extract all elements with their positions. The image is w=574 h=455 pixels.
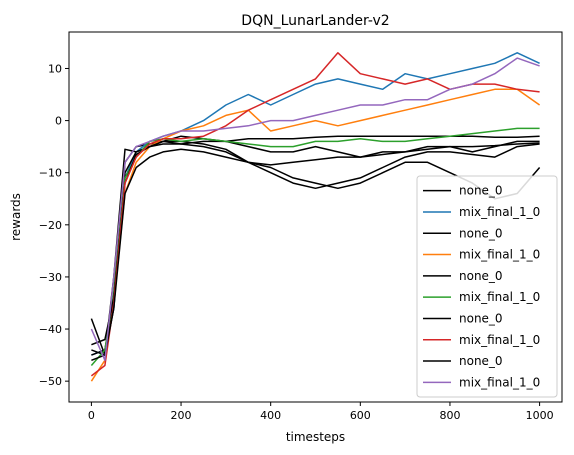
series-line-3 [90,88,541,382]
legend-label: mix_final_1_0 [459,375,540,389]
legend-box [416,175,558,398]
legend-label: mix_final_1_0 [459,248,540,262]
x-axis-ticks: 0 200 400 600 800 1000 [88,402,554,422]
legend-label: none_0 [459,184,503,198]
legend: none_0mix_final_1_0none_0mix_final_1_0no… [416,175,558,398]
series-line-2 [90,140,541,356]
y-axis-ticks: −50 −40 −30 −20 −10 0 10 [39,62,69,388]
legend-label: none_0 [459,226,503,240]
x-tick-label: 400 [260,409,281,422]
legend-label: mix_final_1_0 [459,205,540,219]
series-line-6 [91,143,540,346]
legend-label: mix_final_1_0 [459,290,540,304]
legend-label: none_0 [459,311,503,325]
y-tick-label: −10 [39,167,62,180]
legend-label: mix_final_1_0 [459,333,540,347]
legend-label: none_0 [459,354,503,368]
x-tick-label: 1000 [526,409,554,422]
y-tick-label: −40 [39,323,62,336]
x-tick-label: 200 [171,409,192,422]
y-axis-label: rewards [9,193,23,241]
legend-label: none_0 [459,269,503,283]
chart-title: DQN_LunarLander-v2 [241,13,389,29]
y-tick-label: 0 [55,115,62,128]
y-tick-label: −20 [39,219,62,232]
series-line-9 [90,57,540,362]
y-tick-label: −30 [39,271,62,284]
x-tick-label: 600 [350,409,371,422]
series-line-4 [91,135,540,356]
plot-frame [68,31,563,403]
x-axis-label: timesteps [286,430,345,444]
y-tick-label: 10 [48,62,62,75]
x-tick-label: 800 [439,409,460,422]
x-tick-label: 0 [88,409,95,422]
y-tick-label: −50 [39,375,62,388]
plot-lines [90,52,541,382]
series-line-8 [91,142,540,361]
